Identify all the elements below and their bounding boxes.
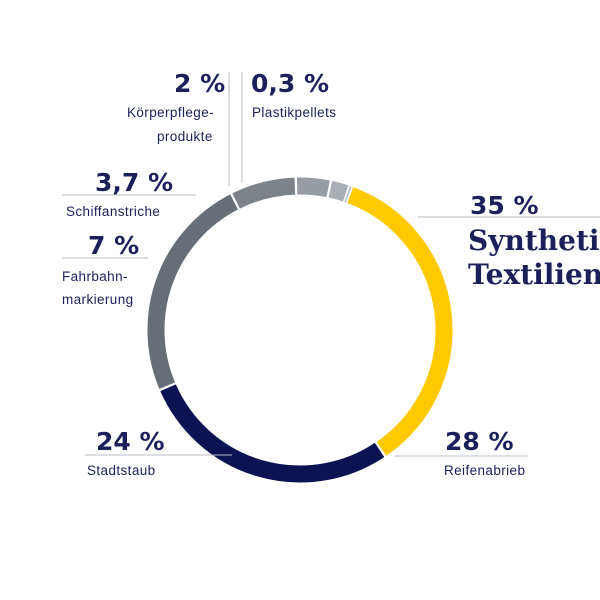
category-label-ship-coatings: Schiffanstriche <box>66 204 160 219</box>
leader-lines <box>62 72 600 457</box>
category-label-personal-care-line1: Körperpflege- <box>127 105 214 120</box>
category-label-synthetic-textiles-line2: Textilien <box>468 258 600 291</box>
category-label-personal-care-line2: produkte <box>157 129 213 144</box>
category-label-plastic-pellets: Plastikpellets <box>252 105 336 120</box>
slice-road-markings <box>232 177 296 209</box>
slice-tire-wear <box>160 384 385 483</box>
slice-labels: 35 % Synthetis Textilien 28 % Reifenabri… <box>62 69 600 478</box>
slice-synthetic-textiles <box>347 187 453 456</box>
category-label-tire-wear: Reifenabrieb <box>444 463 525 478</box>
slice-city-dust <box>147 194 239 389</box>
donut-ring <box>147 177 453 483</box>
slice-ship-coatings <box>296 177 330 198</box>
value-label-synthetic-textiles: 35 % <box>470 191 539 220</box>
category-label-city-dust: Stadtstaub <box>87 463 156 478</box>
category-label-synthetic-textiles-line1: Synthetis <box>468 224 600 257</box>
value-label-city-dust: 24 % <box>96 427 165 456</box>
slice-plastic-pellets <box>344 185 352 203</box>
value-label-plastic-pellets: 0,3 % <box>251 69 329 98</box>
category-label-road-markings-line1: Fahrbahn- <box>62 269 128 284</box>
value-label-road-markings: 7 % <box>88 231 139 260</box>
value-label-ship-coatings: 3,7 % <box>95 168 173 197</box>
value-label-personal-care: 2 % <box>174 69 225 98</box>
category-label-road-markings-line2: markierung <box>62 292 134 307</box>
value-label-tire-wear: 28 % <box>445 427 514 456</box>
slice-personal-care <box>328 180 349 202</box>
